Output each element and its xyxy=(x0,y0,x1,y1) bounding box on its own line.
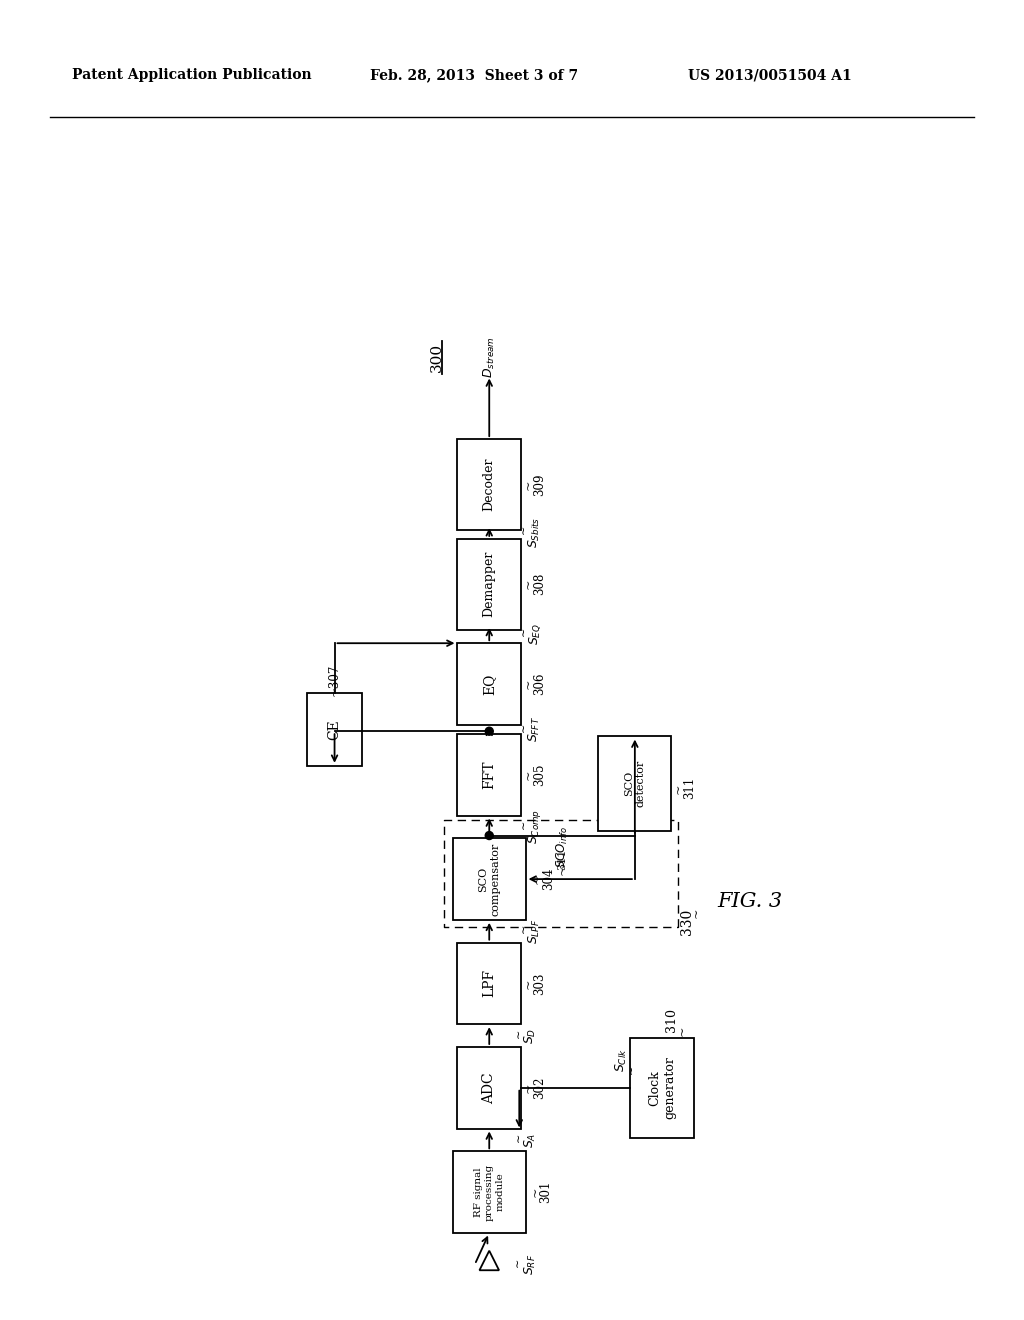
Text: $S_{Comp}$: $S_{Comp}$ xyxy=(526,809,544,845)
Text: ~: ~ xyxy=(676,1026,689,1036)
Text: $\sim$: $\sim$ xyxy=(519,821,528,833)
Bar xyxy=(631,1038,694,1138)
Text: $SCO_{info}$: $SCO_{info}$ xyxy=(555,826,569,869)
Bar xyxy=(458,942,521,1024)
Text: Demapper: Demapper xyxy=(482,550,496,618)
Text: 306: 306 xyxy=(532,673,546,696)
Text: ~: ~ xyxy=(522,770,535,780)
Text: 311: 311 xyxy=(557,849,567,870)
Bar xyxy=(458,1047,521,1129)
Text: $\sim$: $\sim$ xyxy=(519,723,528,735)
Text: $D_{stream}$: $D_{stream}$ xyxy=(481,337,497,379)
Text: $S_{LPF}$: $S_{LPF}$ xyxy=(527,919,543,944)
Text: EQ: EQ xyxy=(482,673,497,694)
Text: FIG. 3: FIG. 3 xyxy=(718,892,782,911)
Text: 304: 304 xyxy=(542,867,555,891)
Text: 311: 311 xyxy=(683,777,696,800)
Text: 309: 309 xyxy=(532,473,546,496)
Text: $S_{FFT}$: $S_{FFT}$ xyxy=(527,717,543,742)
Bar xyxy=(598,737,672,832)
Text: $S_{Clk}$: $S_{Clk}$ xyxy=(613,1048,629,1072)
Text: $\sim$: $\sim$ xyxy=(519,925,528,937)
Text: ~: ~ xyxy=(522,579,535,590)
Text: 303: 303 xyxy=(532,972,546,995)
Text: 302: 302 xyxy=(532,1077,546,1100)
Text: SCO
compensator: SCO compensator xyxy=(478,842,500,916)
Text: 330: 330 xyxy=(680,908,693,935)
Bar xyxy=(458,734,521,816)
Text: $S_{Sbits}$: $S_{Sbits}$ xyxy=(527,516,543,548)
Text: LPF: LPF xyxy=(482,969,497,998)
Text: ~: ~ xyxy=(689,907,702,917)
Text: FFT: FFT xyxy=(482,760,497,789)
Text: $\sim$: $\sim$ xyxy=(627,1065,637,1077)
Text: US 2013/0051504 A1: US 2013/0051504 A1 xyxy=(688,69,852,82)
Text: $\sim$: $\sim$ xyxy=(519,628,528,640)
Circle shape xyxy=(485,727,494,735)
Text: 300: 300 xyxy=(429,343,443,372)
Text: $\sim$: $\sim$ xyxy=(514,1030,524,1041)
Text: $\sim$: $\sim$ xyxy=(514,1134,524,1146)
Text: ~: ~ xyxy=(528,1187,542,1197)
Text: ADC: ADC xyxy=(482,1072,497,1104)
Text: ~: ~ xyxy=(672,783,685,793)
Text: $\sim$: $\sim$ xyxy=(513,1258,523,1271)
Text: CE: CE xyxy=(328,719,342,739)
Text: $S_{RF}$: $S_{RF}$ xyxy=(522,1254,538,1275)
Text: $S_D$: $S_D$ xyxy=(522,1027,538,1044)
Text: RF signal
processing
module: RF signal processing module xyxy=(474,1163,504,1221)
Text: $S_A$: $S_A$ xyxy=(522,1133,538,1147)
Text: SCO
detector: SCO detector xyxy=(624,760,646,808)
Text: ~: ~ xyxy=(522,479,535,490)
Text: $S_{EQ}$: $S_{EQ}$ xyxy=(527,623,543,645)
Text: ~: ~ xyxy=(522,1082,535,1093)
Text: 305: 305 xyxy=(532,763,546,785)
Bar xyxy=(458,539,521,630)
Text: Feb. 28, 2013  Sheet 3 of 7: Feb. 28, 2013 Sheet 3 of 7 xyxy=(370,69,579,82)
Text: $\sim$: $\sim$ xyxy=(519,525,528,539)
Text: ~: ~ xyxy=(522,978,535,989)
Bar xyxy=(458,643,521,725)
Text: ~: ~ xyxy=(556,865,568,875)
Bar xyxy=(458,440,521,529)
Text: ~: ~ xyxy=(522,678,535,689)
Text: 308: 308 xyxy=(532,573,546,595)
Text: Clock
generator: Clock generator xyxy=(648,1056,676,1119)
Bar xyxy=(453,838,525,920)
Text: Patent Application Publication: Patent Application Publication xyxy=(72,69,311,82)
Text: ~: ~ xyxy=(531,874,544,884)
Text: 301: 301 xyxy=(540,1181,552,1204)
Bar xyxy=(307,693,361,766)
Text: ~307: ~307 xyxy=(328,664,341,696)
Bar xyxy=(453,1151,525,1233)
Circle shape xyxy=(485,832,494,840)
Text: Decoder: Decoder xyxy=(482,458,496,511)
Text: 310: 310 xyxy=(665,1007,678,1032)
